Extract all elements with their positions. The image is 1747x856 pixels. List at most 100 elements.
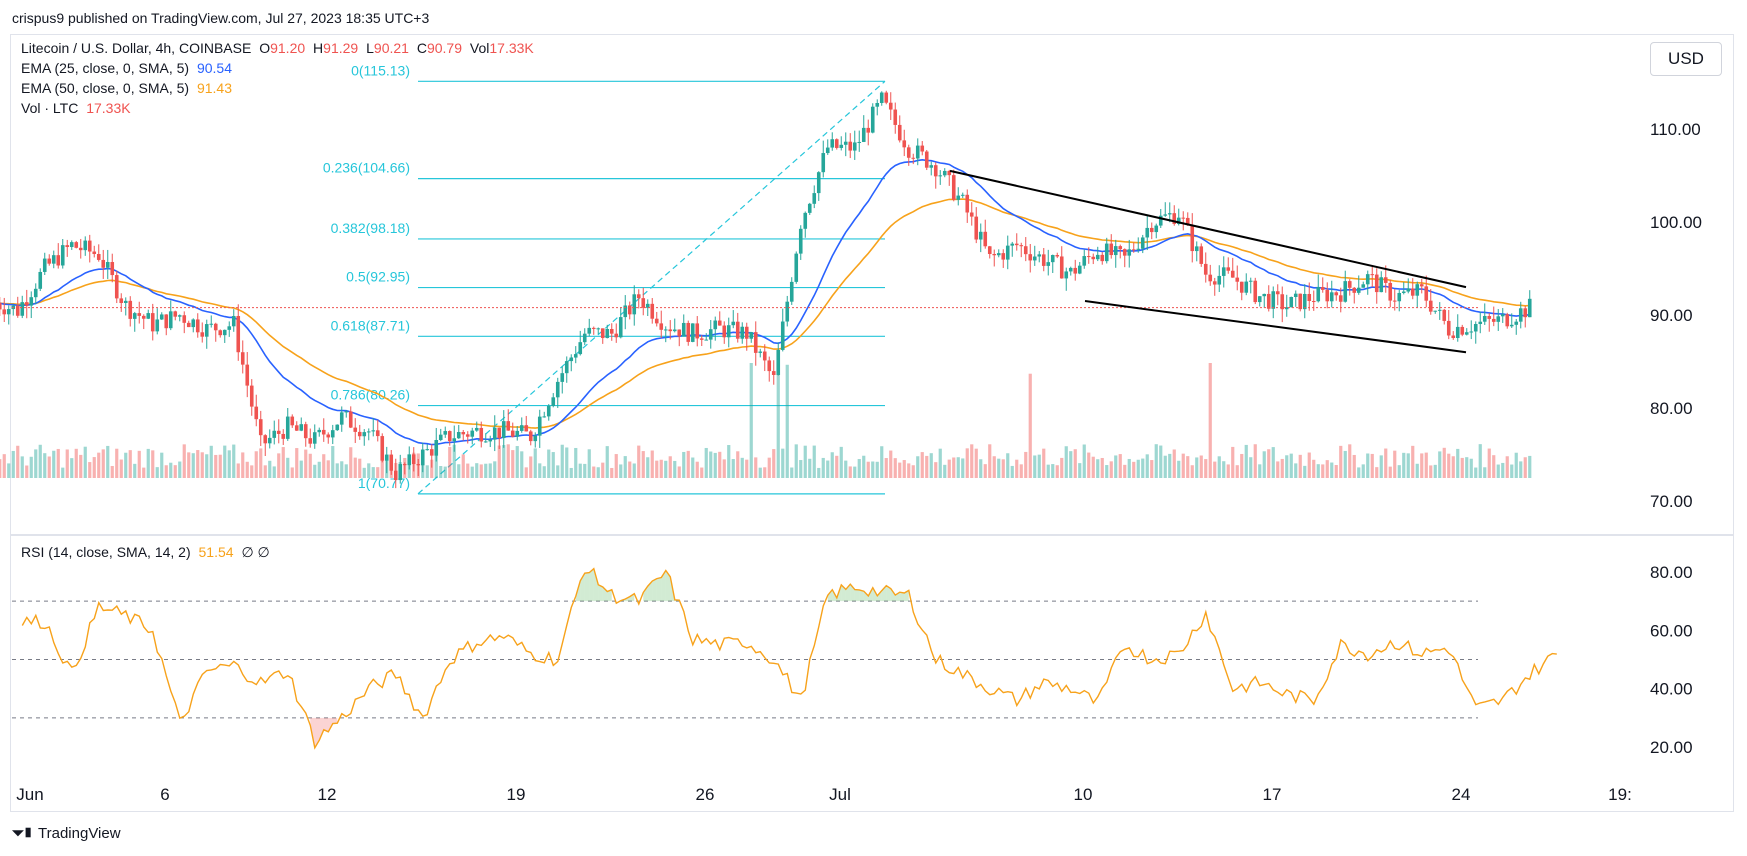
candle-body <box>15 305 20 316</box>
volume-bar <box>844 460 848 478</box>
candle-body <box>1163 214 1168 216</box>
volume-bar <box>1136 459 1140 478</box>
candle-body <box>807 203 812 213</box>
legend-ema50-label: EMA (50, close, 0, SMA, 5) <box>21 80 190 96</box>
candle-body <box>1082 256 1087 266</box>
candle <box>533 432 538 448</box>
volume-bar <box>344 464 348 478</box>
tradingview-logo-icon: ⏷▮ <box>12 825 34 842</box>
legend-rsi-row[interactable]: RSI (14, close, SMA, 14, 2) 51.54 ∅ ∅ <box>21 543 274 562</box>
volume-bar <box>1001 459 1005 478</box>
candle <box>164 314 169 336</box>
candle <box>1217 265 1222 293</box>
candle-body <box>1401 291 1406 293</box>
candle-body <box>456 432 461 439</box>
rsi-overbought-fill <box>863 591 869 602</box>
volume-bar <box>457 464 461 478</box>
candle <box>393 458 398 489</box>
candle <box>1464 328 1469 336</box>
candle-body <box>929 165 934 168</box>
candle <box>1334 291 1339 301</box>
volume-bar <box>1510 464 1514 478</box>
candle-body <box>1140 237 1145 249</box>
candle <box>29 291 34 319</box>
rsi-oversold-fill <box>319 717 324 741</box>
volume-bar <box>1366 453 1370 478</box>
candle-body <box>168 311 173 329</box>
candle-body <box>636 294 641 299</box>
volume-bar <box>1127 458 1131 478</box>
candle-body <box>992 253 997 256</box>
candle <box>276 419 281 444</box>
rsi-axis-tick: 20.00 <box>1650 738 1693 757</box>
candle <box>762 344 767 372</box>
candle <box>1077 262 1082 275</box>
candle <box>1298 293 1303 312</box>
legend-ema50-row[interactable]: EMA (50, close, 0, SMA, 5) 91.43 <box>21 79 236 98</box>
volume-bar <box>709 451 713 478</box>
legend-ema25-row[interactable]: EMA (25, close, 0, SMA, 5) 90.54 <box>21 59 236 78</box>
candle <box>362 429 367 446</box>
volume-bar <box>169 462 173 478</box>
candle-body <box>132 313 137 319</box>
candle <box>470 427 475 445</box>
volume-bar <box>142 467 146 478</box>
candle <box>618 307 623 339</box>
legend-volume-row[interactable]: Vol · LTC 17.33K <box>21 99 135 118</box>
volume-bar <box>1159 445 1163 478</box>
candle-body <box>987 246 992 254</box>
time-axis-tick: 10 <box>1074 785 1093 804</box>
candle-body <box>1028 254 1033 261</box>
candle <box>1014 233 1019 251</box>
candle-body <box>654 318 659 324</box>
candle-body <box>344 411 349 413</box>
candle-body <box>960 194 965 196</box>
candle <box>924 149 929 171</box>
candle <box>1451 331 1456 340</box>
candle-body <box>447 431 452 442</box>
volume-bar <box>443 466 447 478</box>
volume-bar <box>997 458 1001 478</box>
candle-body <box>528 431 533 442</box>
fib-trend-diagonal <box>417 80 886 495</box>
candle <box>492 415 497 452</box>
candle-body <box>848 141 853 151</box>
candle-body <box>830 139 835 148</box>
candle-body <box>29 297 34 306</box>
volume-bar <box>1528 455 1532 478</box>
volume-bar <box>641 451 645 478</box>
candle <box>371 417 376 437</box>
rsi-overbought-fill <box>877 590 882 602</box>
volume-bar <box>574 447 578 478</box>
volume-bar <box>524 467 528 478</box>
candle-body <box>843 141 848 145</box>
volume-bar <box>875 461 879 478</box>
candle-body <box>353 427 358 432</box>
candle-body <box>596 328 601 330</box>
candle <box>1329 280 1334 308</box>
candle-body <box>1239 281 1244 293</box>
volume-bar <box>1240 453 1244 478</box>
candle <box>573 346 578 364</box>
volume-bar <box>1109 461 1113 478</box>
candle-body <box>1104 243 1109 262</box>
candle <box>56 243 61 269</box>
time-axis-tick: 6 <box>160 785 169 804</box>
candle-body <box>123 300 128 304</box>
candle-body <box>798 228 803 254</box>
candle <box>744 322 749 351</box>
candle <box>299 417 304 432</box>
volume-bar <box>1046 464 1050 478</box>
candle <box>1239 281 1244 301</box>
volume-bar <box>371 467 375 478</box>
candle <box>74 240 79 249</box>
volume-bar <box>1465 457 1469 478</box>
currency-selector-button[interactable]: USD <box>1650 42 1722 76</box>
candle-body <box>605 328 610 339</box>
candle <box>141 314 146 330</box>
volume-bar <box>1069 451 1073 478</box>
ema50-line <box>0 198 1530 429</box>
price-axis-tick: 100.00 <box>1650 213 1702 232</box>
candle <box>1190 213 1195 263</box>
